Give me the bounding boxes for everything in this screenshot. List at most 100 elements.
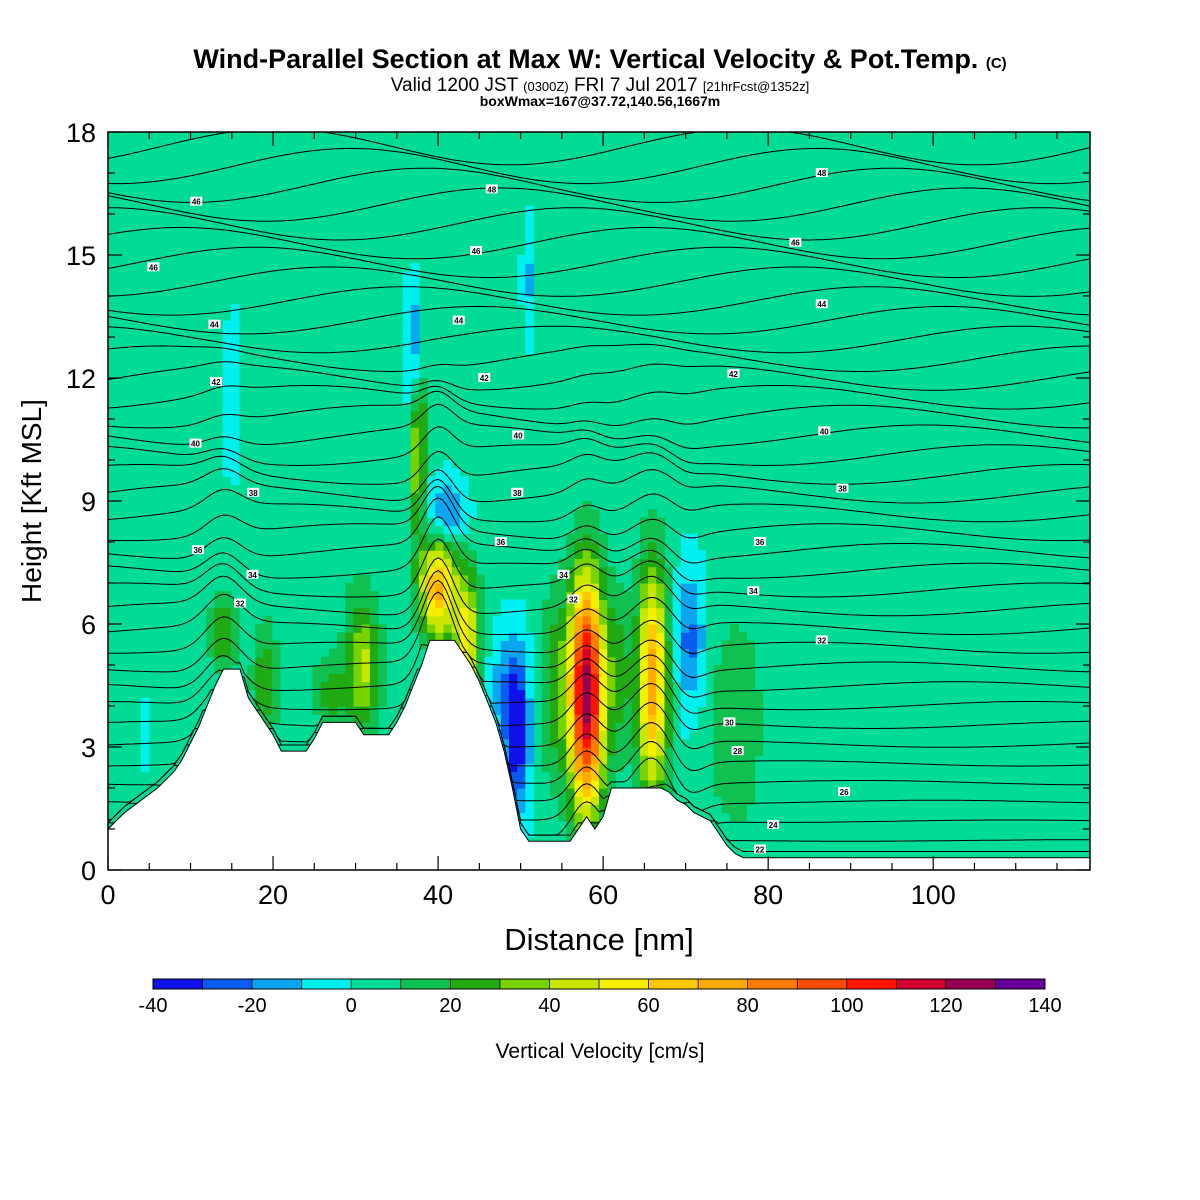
velocity-cell [451,476,461,486]
y-axis-label: Height [Kft MSL] [16,399,47,603]
velocity-cell [222,378,232,387]
velocity-cell [599,624,608,633]
velocity-cell [582,681,592,691]
velocity-cell [574,648,584,658]
theta-label-bg [767,819,780,829]
velocity-cell [672,673,682,682]
velocity-cell [541,673,551,682]
velocity-cell [599,755,608,764]
velocity-cell [680,607,690,617]
velocity-cell [648,665,657,674]
velocity-cell [582,517,592,527]
velocity-cell [337,665,346,674]
velocity-cell [582,804,592,814]
velocity-cell [599,747,608,756]
velocity-cell [664,648,674,658]
theta-label-text: 42 [729,370,738,379]
velocity-cell [353,607,363,617]
velocity-cell [566,673,576,682]
velocity-cell [549,697,559,707]
velocity-cell [566,624,576,633]
velocity-cell [541,665,551,674]
velocity-cell [222,345,232,354]
velocity-cell [656,706,666,715]
velocity-cell [599,706,608,715]
y-tick-label: 9 [81,487,96,517]
velocity-cell [664,632,674,641]
velocity-cell [746,689,756,699]
velocity-cell [451,607,461,617]
velocity-cell [435,550,445,559]
velocity-cell [607,648,616,658]
velocity-cell [517,812,526,822]
velocity-cell [525,722,535,732]
velocity-cell [631,755,641,764]
velocity-cell [410,402,420,412]
velocity-cell [459,492,469,502]
velocity-cell [468,509,477,518]
velocity-cell [140,755,150,764]
velocity-cell [492,656,502,666]
velocity-cell [746,640,756,650]
isentrope-line [108,591,1090,679]
velocity-cell [590,804,600,814]
velocity-cell [271,706,281,715]
velocity-cell [508,706,518,715]
velocity-cell [337,689,346,699]
velocity-cell [402,386,412,395]
velocity-cell [558,665,567,674]
velocity-cell [410,353,420,363]
velocity-cell [427,615,436,625]
velocity-cell [680,632,690,641]
theta-label-bg [815,168,828,177]
velocity-cell [410,476,420,486]
velocity-cell [517,747,526,756]
velocity-cell [631,607,641,617]
velocity-cell [337,714,346,723]
velocity-cell [721,706,731,715]
velocity-cell [738,812,747,822]
velocity-cell [500,681,510,691]
velocity-cell [607,747,616,756]
velocity-cell [721,697,731,707]
velocity-cell [590,738,600,748]
velocity-cell [656,566,666,576]
velocity-cell [721,771,731,781]
velocity-cell [639,673,649,682]
velocity-cell [582,558,592,568]
velocity-cell [222,320,232,330]
velocity-cell [599,607,608,617]
velocity-cell [263,697,273,707]
velocity-cell [558,747,567,756]
velocity-cell [607,583,616,592]
velocity-cell [410,501,420,510]
velocity-cell [738,796,747,805]
velocity-cell [230,427,240,436]
velocity-cell [230,361,240,371]
theta-label: 38 [247,487,260,498]
velocity-cell [582,574,592,584]
velocity-cell [476,599,486,609]
velocity-cell [214,632,224,641]
velocity-cell [729,755,739,764]
velocity-cell [648,722,657,732]
velocity-cell [574,820,584,830]
velocity-cell [615,591,625,600]
chart-title: Wind-Parallel Section at Max W: Vertical… [0,44,1200,75]
velocity-cell [574,542,584,551]
velocity-cell [689,542,698,551]
theta-label: 28 [731,746,744,756]
y-tick-label: 6 [81,610,96,640]
velocity-cell [451,484,461,494]
velocity-cell [631,566,641,576]
velocity-cell [492,615,502,625]
velocity-cell [689,665,698,674]
velocity-cell [410,558,420,568]
velocity-cell [599,722,608,732]
velocity-cell [648,681,657,691]
velocity-cell [721,763,731,773]
velocity-cell [721,648,731,658]
velocity-cell [484,656,494,666]
velocity-cell [566,656,576,666]
velocity-cell [689,566,698,576]
